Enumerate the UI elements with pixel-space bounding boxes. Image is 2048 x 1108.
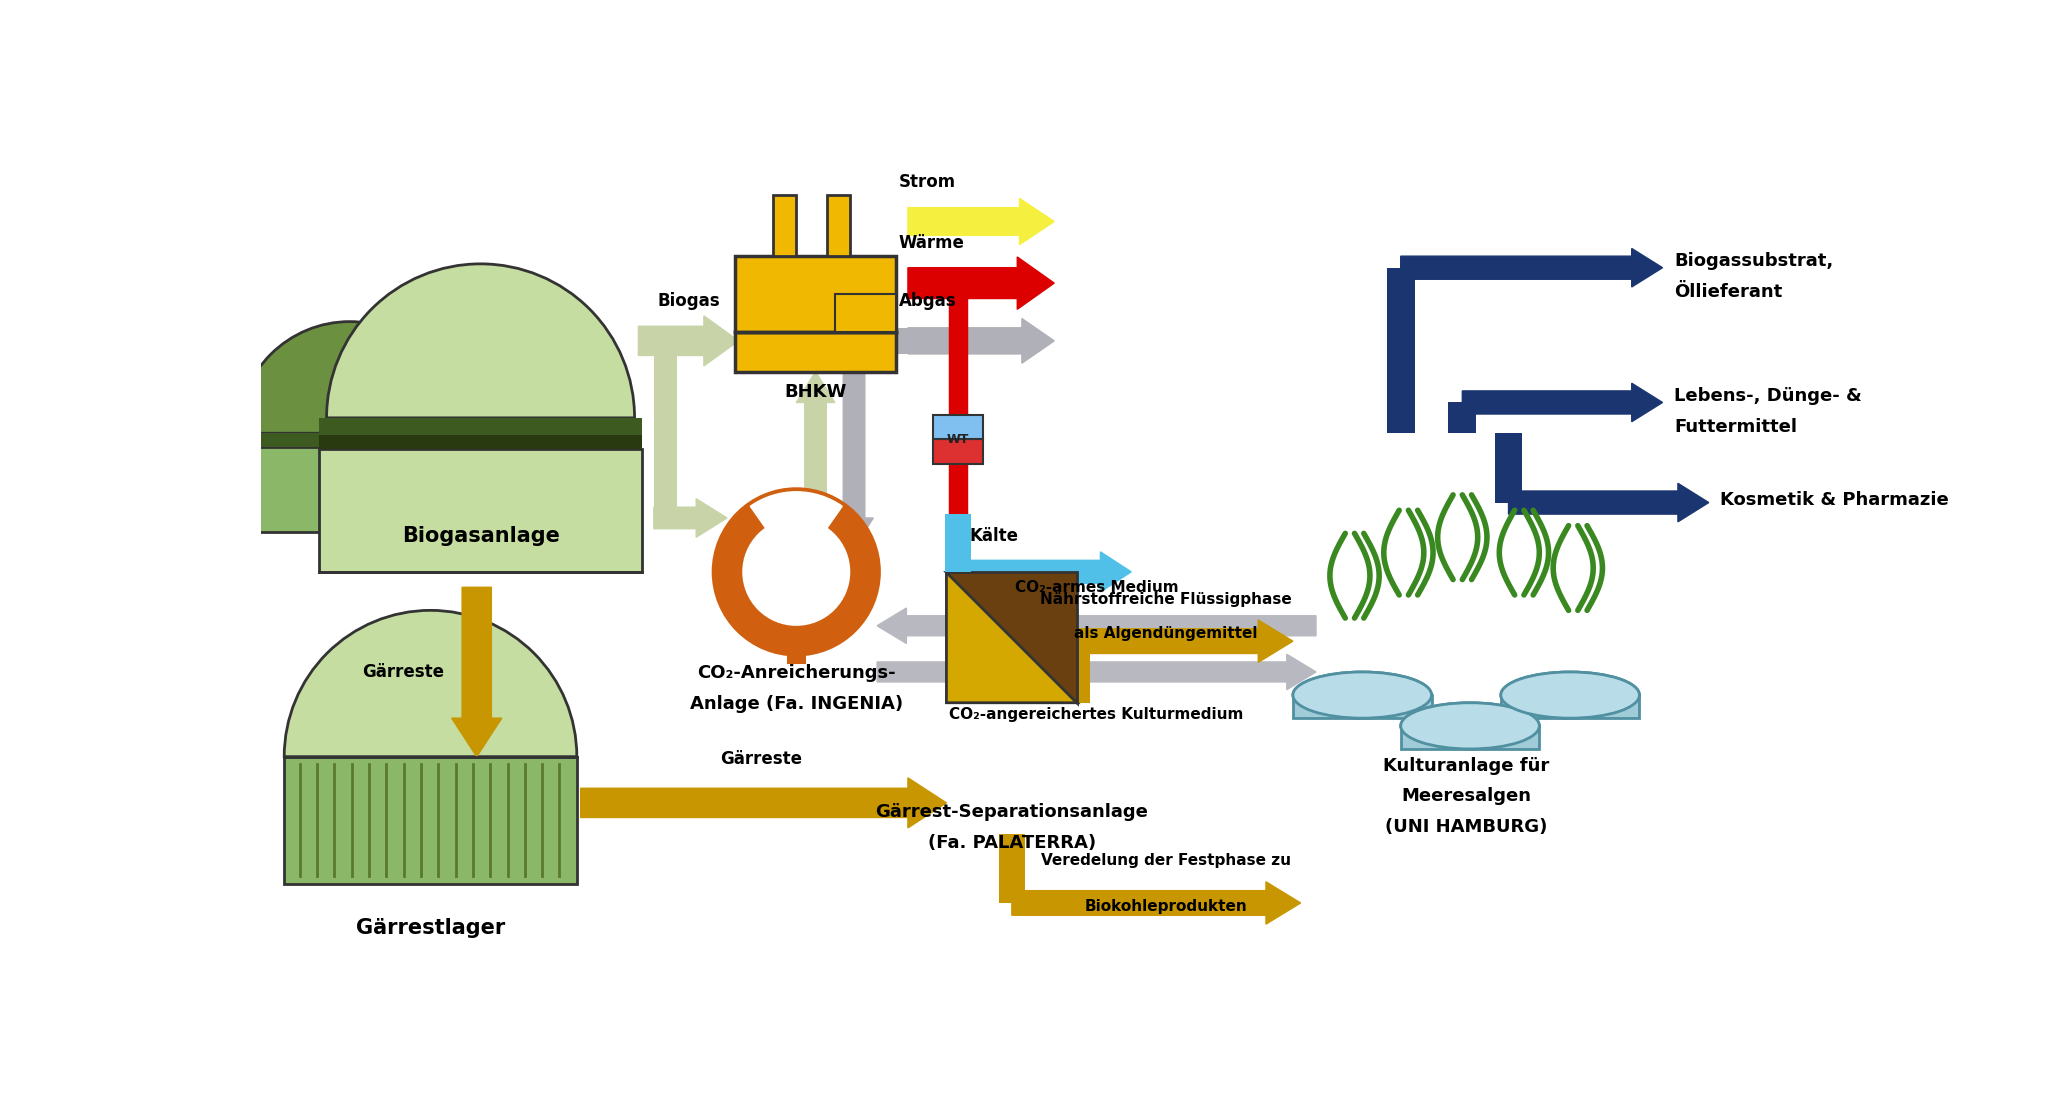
Ellipse shape (1501, 671, 1638, 718)
Text: Biogassubstrat,: Biogassubstrat, (1673, 253, 1833, 270)
Text: Wärme: Wärme (899, 234, 965, 253)
Text: Futtermittel: Futtermittel (1673, 418, 1796, 435)
Bar (735, 331, 897, 371)
Text: BHKW: BHKW (784, 383, 846, 401)
FancyArrow shape (907, 198, 1055, 245)
Bar (285, 757, 578, 884)
Text: Gärreste: Gärreste (721, 750, 803, 768)
Text: CO₂-armes Medium: CO₂-armes Medium (1014, 579, 1178, 595)
Text: CO₂-angereichertes Kulturmedium: CO₂-angereichertes Kulturmedium (950, 707, 1243, 721)
FancyArrow shape (582, 778, 946, 828)
Bar (1401, 726, 1540, 749)
FancyArrow shape (877, 608, 1317, 644)
Text: Gärreste: Gärreste (362, 663, 444, 681)
Text: Biogas: Biogas (657, 293, 719, 310)
Wedge shape (326, 264, 635, 418)
Bar (1292, 695, 1432, 718)
Bar (1448, 402, 1477, 433)
FancyArrow shape (1077, 620, 1292, 663)
Bar (944, 514, 971, 572)
Bar (774, 195, 797, 256)
Text: als Algendüngemittel: als Algendüngemittel (1073, 626, 1257, 640)
Bar (1292, 695, 1432, 718)
Bar (1386, 268, 1415, 433)
Bar (786, 637, 805, 665)
Bar (319, 418, 643, 434)
Bar (934, 440, 983, 464)
Bar (319, 449, 643, 572)
FancyArrow shape (907, 257, 1055, 309)
Bar (238, 433, 461, 448)
FancyArrow shape (453, 587, 502, 757)
Bar (653, 341, 678, 517)
Text: CO₂-Anreicherungs-: CO₂-Anreicherungs- (696, 665, 895, 683)
Polygon shape (946, 572, 1077, 702)
Text: Biogasanlage: Biogasanlage (401, 525, 559, 545)
Bar (319, 434, 643, 449)
Ellipse shape (1501, 671, 1638, 718)
Bar (934, 414, 983, 440)
Text: Kosmetik & Pharmazie: Kosmetik & Pharmazie (1720, 491, 1950, 509)
Bar (854, 328, 907, 353)
Bar (827, 195, 850, 256)
FancyArrow shape (1462, 383, 1663, 422)
Wedge shape (238, 321, 461, 433)
Text: (UNI HAMBURG): (UNI HAMBURG) (1384, 819, 1548, 837)
Text: Veredelung der Festphase zu: Veredelung der Festphase zu (1040, 853, 1290, 869)
FancyArrow shape (836, 341, 872, 548)
Bar (999, 833, 1024, 903)
Wedge shape (750, 492, 842, 572)
Bar (1065, 642, 1090, 702)
Text: Gärrestlager: Gärrestlager (356, 919, 506, 938)
FancyArrow shape (907, 318, 1055, 363)
Bar (1495, 433, 1522, 503)
Ellipse shape (1292, 671, 1432, 718)
Bar (1501, 695, 1638, 718)
Bar (238, 448, 461, 532)
Text: (Fa. PALATERRA): (Fa. PALATERRA) (928, 833, 1096, 852)
Text: Biokohleprodukten: Biokohleprodukten (1085, 899, 1247, 914)
Text: Meeresalgen: Meeresalgen (1401, 788, 1532, 806)
Bar (836, 294, 897, 331)
Bar (735, 256, 897, 331)
Bar (1501, 695, 1638, 718)
FancyArrow shape (639, 316, 739, 366)
FancyArrow shape (1012, 882, 1300, 924)
Bar (1401, 726, 1540, 749)
FancyArrow shape (797, 371, 836, 503)
Text: Kulturanlage für: Kulturanlage für (1382, 757, 1548, 774)
Text: Öllieferant: Öllieferant (1673, 284, 1782, 301)
FancyArrow shape (877, 654, 1317, 689)
Text: WT: WT (946, 433, 969, 445)
Ellipse shape (1292, 671, 1432, 718)
Ellipse shape (1401, 702, 1540, 749)
FancyArrow shape (1401, 248, 1663, 287)
Polygon shape (946, 572, 1077, 702)
Text: Abgas: Abgas (899, 293, 956, 310)
FancyArrow shape (1509, 483, 1708, 522)
Ellipse shape (1401, 702, 1540, 749)
FancyArrow shape (653, 499, 727, 537)
Text: Strom: Strom (899, 173, 956, 191)
Text: Kälte: Kälte (969, 527, 1018, 545)
FancyArrow shape (958, 552, 1130, 592)
Wedge shape (285, 611, 578, 757)
Text: Lebens-, Dünge- &: Lebens-, Dünge- & (1673, 387, 1862, 406)
Text: Anlage (Fa. INGENIA): Anlage (Fa. INGENIA) (690, 695, 903, 714)
Text: Nährstoffreiche Flüssigphase: Nährstoffreiche Flüssigphase (1040, 592, 1292, 606)
Text: Gärrest-Separationsanlage: Gärrest-Separationsanlage (874, 803, 1149, 821)
